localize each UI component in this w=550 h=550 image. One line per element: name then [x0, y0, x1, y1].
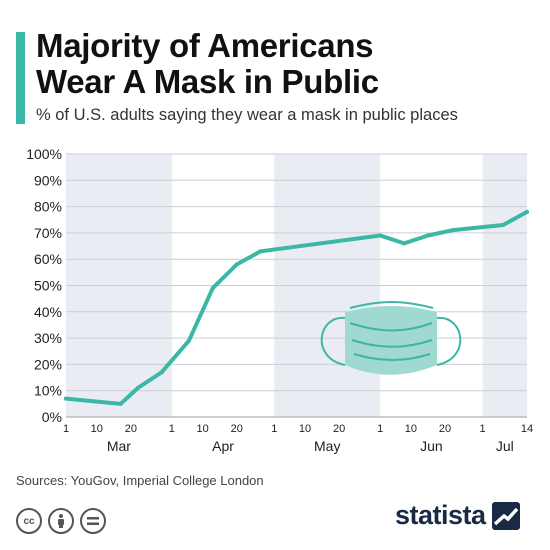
chart-subtitle: % of U.S. adults saying they wear a mask… [36, 106, 458, 124]
title-accent-bar [16, 32, 25, 124]
attribution-icon[interactable] [48, 508, 74, 534]
data-point [186, 338, 191, 343]
month-label: Jul [496, 438, 514, 454]
brand-name: statista [395, 500, 486, 530]
data-point [425, 233, 430, 238]
x-tick-label: 1 [271, 423, 277, 435]
line-chart: 0% 10% 20% 30% 40% 50% 60% 70% 80% 90% 100% 1 10 20 1 1… [26, 146, 533, 454]
brand-logo[interactable]: statista [395, 500, 520, 531]
x-tick-label: 1 [480, 423, 486, 435]
brand-mark-icon [491, 501, 520, 530]
month-label: May [314, 438, 340, 454]
y-tick-label: 100% [26, 146, 62, 162]
y-tick-label: 70% [34, 225, 62, 241]
series-line [64, 209, 529, 406]
data-point [501, 223, 506, 228]
x-tick-label: 1 [169, 423, 175, 435]
month-label: Jun [420, 438, 443, 454]
chart-title: Majority of Americans Wear A Mask in Pub… [36, 28, 526, 100]
data-point [135, 386, 140, 391]
license-icons: cc [16, 508, 106, 534]
data-point [258, 249, 263, 254]
x-tick-label: 10 [196, 423, 208, 435]
y-tick-label: 50% [34, 278, 62, 294]
data-point [525, 209, 529, 214]
y-tick-label: 0% [42, 409, 62, 425]
x-tick-label: 1 [63, 423, 69, 435]
month-label: Apr [212, 438, 234, 454]
x-tick-label: 20 [439, 423, 451, 435]
y-tick-label: 60% [34, 251, 62, 267]
x-tick-label: 10 [91, 423, 103, 435]
source-note: Sources: YouGov, Imperial College London [16, 473, 264, 488]
data-point [159, 370, 164, 375]
y-tick-label: 20% [34, 356, 62, 372]
no-derivatives-icon[interactable] [80, 508, 106, 534]
x-tick-label: 14 [521, 423, 533, 435]
y-tick-label: 30% [34, 330, 62, 346]
title-line-2: Wear A Mask in Public [36, 63, 379, 100]
month-label: Mar [107, 438, 131, 454]
y-tick-label: 10% [34, 383, 62, 399]
data-point [378, 233, 383, 238]
y-tick-label: 80% [34, 199, 62, 215]
x-tick-label: 20 [333, 423, 345, 435]
x-tick-label: 20 [125, 423, 137, 435]
data-point [234, 262, 239, 267]
y-tick-label: 40% [34, 304, 62, 320]
data-point [449, 228, 454, 233]
x-tick-label: 1 [377, 423, 383, 435]
data-point [118, 401, 123, 406]
y-tick-label: 90% [34, 172, 62, 188]
x-tick-label: 20 [231, 423, 243, 435]
title-line-1: Majority of Americans [36, 27, 374, 64]
data-point [64, 396, 68, 401]
data-point [210, 286, 215, 291]
cc-icon[interactable]: cc [16, 508, 42, 534]
x-tick-label: 10 [299, 423, 311, 435]
data-point [402, 241, 407, 246]
x-tick-label: 10 [405, 423, 417, 435]
face-mask-icon [320, 301, 462, 375]
